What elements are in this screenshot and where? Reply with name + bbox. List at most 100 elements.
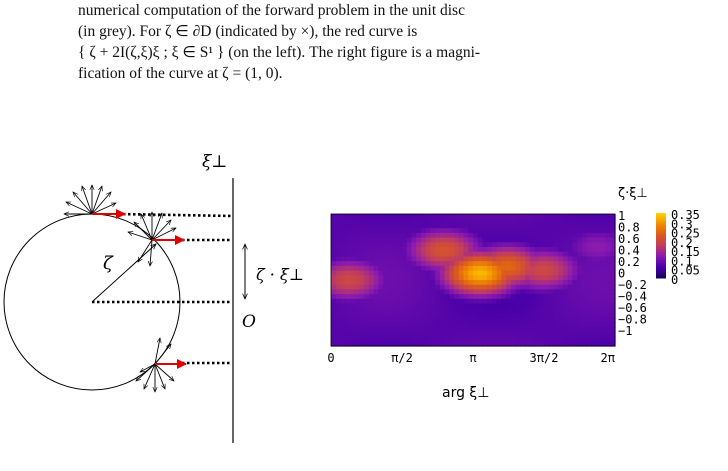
heatmap-cell (496, 247, 502, 253)
heatmap-cell (458, 228, 465, 234)
heatmap-cell (605, 280, 611, 286)
heatmap-cell (439, 242, 446, 248)
heatmap-cell (411, 232, 417, 239)
heatmap-cell (425, 327, 431, 333)
heatmap-cell (416, 336, 422, 342)
heatmap-cell (387, 317, 394, 324)
heatmap-cell (482, 270, 488, 276)
heatmap-cell (572, 265, 578, 272)
heatmap-cell (458, 308, 465, 314)
heatmap-cell (558, 341, 564, 347)
heatmap-cell (487, 251, 493, 258)
heatmap-cell (487, 242, 493, 248)
heatmap-cell (473, 284, 479, 291)
heatmap-cell (596, 270, 602, 276)
heatmap-cell (373, 265, 379, 272)
heatmap-cell (477, 308, 484, 314)
heatmap-cell (368, 331, 375, 338)
heatmap-cell (610, 270, 616, 276)
heatmap-cell (581, 247, 588, 253)
heatmap-cell (520, 284, 526, 291)
heatmap-cell (553, 331, 559, 338)
heatmap-cell (586, 322, 592, 328)
heatmap-cell (402, 322, 408, 328)
colorbar-swatch (656, 230, 666, 233)
heatmap-cell (444, 322, 450, 328)
heatmap-cell (454, 341, 460, 347)
heatmap-cell (572, 294, 578, 300)
heatmap-cell (425, 317, 431, 324)
heatmap-cell (539, 237, 545, 243)
heatmap-cell (378, 247, 384, 253)
colorbar-swatch (656, 273, 666, 276)
heatmap-cell (335, 242, 342, 248)
heatmap-cell (596, 303, 602, 309)
arrow-fan-bottom (136, 338, 174, 392)
heatmap-cell (482, 322, 488, 328)
heatmap-cell (548, 294, 555, 300)
heatmap-cell (558, 336, 564, 342)
heatmap-cell (340, 232, 346, 239)
heatmap-cell (491, 280, 498, 286)
heatmap-cell (496, 308, 502, 314)
heatmap-cell (378, 242, 384, 248)
heatmap-cell (345, 261, 351, 267)
x-tick-label: 2π (601, 351, 615, 365)
heatmap-cell (331, 336, 337, 342)
heatmap-cell (368, 218, 375, 225)
heatmap-cell (539, 331, 545, 338)
heatmap-cell (605, 232, 611, 239)
heatmap-cell (567, 308, 573, 314)
heatmap-cell (368, 256, 375, 262)
heatmap-cell (454, 265, 460, 272)
heatmap-cell (468, 228, 474, 234)
heatmap-cell (600, 284, 607, 291)
heatmap-cell (534, 265, 540, 272)
heatmap-cell (506, 256, 512, 262)
heatmap-cell (397, 327, 403, 333)
heatmap-cell (581, 280, 588, 286)
heatmap-cell (425, 270, 431, 276)
heatmap-cell (402, 265, 408, 272)
heatmap-cell (402, 275, 408, 281)
heatmap-cell (548, 317, 555, 324)
heatmap-cell (425, 289, 431, 295)
heatmap-cell (463, 237, 469, 243)
heatmap-cell (544, 298, 550, 305)
heatmap-cell (544, 327, 550, 333)
heatmap-cell (577, 341, 583, 347)
heatmap-cell (473, 294, 479, 300)
heatmap-cell (383, 313, 389, 319)
heatmap-cell (477, 232, 484, 239)
heatmap-cell (406, 218, 413, 225)
heatmap-cell (411, 284, 417, 291)
heatmap-cell (491, 251, 498, 258)
heatmap-cell (534, 327, 540, 333)
colorbar-swatch (656, 237, 666, 240)
heatmap-cell (354, 294, 360, 300)
heatmap-cell (340, 303, 346, 309)
heatmap-cell (359, 270, 365, 276)
heatmap-cell (534, 228, 540, 234)
heatmap-cell (510, 228, 517, 234)
heatmap-cell (600, 298, 607, 305)
heatmap-cell (572, 327, 578, 333)
heatmap-cell (331, 327, 337, 333)
heatmap-cell (562, 251, 569, 258)
heatmap-cell (600, 214, 607, 220)
heatmap-cell (567, 261, 573, 267)
heatmap-cell (529, 247, 536, 253)
heatmap-cell (581, 214, 588, 220)
heatmap-cell (496, 327, 502, 333)
heatmap-cell (345, 275, 351, 281)
heatmap-cell (581, 313, 588, 319)
heatmap-cell (487, 275, 493, 281)
heatmap-cell (402, 308, 408, 314)
heatmap-cell (406, 251, 413, 258)
heatmap-cell (435, 294, 441, 300)
heatmap-cell (544, 331, 550, 338)
heatmap-cell (553, 336, 559, 342)
heatmap-cell (553, 214, 559, 220)
heatmap-cell (520, 251, 526, 258)
heatmap-cell (435, 232, 441, 239)
